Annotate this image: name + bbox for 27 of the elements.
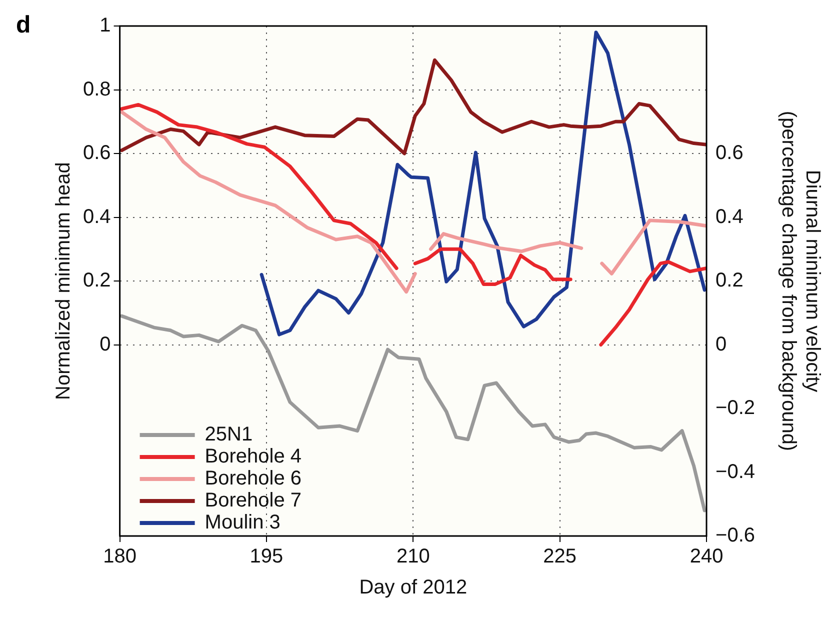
y-tick-label: 1 xyxy=(100,14,111,37)
legend-label: Borehole 7 xyxy=(204,490,302,512)
y-tick-label: 0.4 xyxy=(82,206,111,228)
legend-label: Borehole 4 xyxy=(204,446,302,468)
y2-tick-label: 0 xyxy=(716,333,727,356)
y-tick-label: 0.8 xyxy=(82,78,111,100)
x-tick-label: 195 xyxy=(250,546,284,568)
y2-tick-label: −0.2 xyxy=(716,397,755,420)
y-tick-label: 0.6 xyxy=(82,142,111,164)
y2-tick-label: −0.6 xyxy=(716,524,755,547)
legend-label: 25N1 xyxy=(204,424,253,446)
text: d xyxy=(16,12,31,39)
x-tick-label: 180 xyxy=(103,546,136,568)
legend-label: Moulin 3 xyxy=(204,512,280,534)
y-axis-title: Normalized minimum head xyxy=(52,162,75,400)
x-tick-label: 225 xyxy=(543,546,577,568)
y-tick-label: 0.2 xyxy=(82,270,111,292)
x-tick-label: 210 xyxy=(396,546,430,568)
legend-label: Borehole 6 xyxy=(204,468,302,490)
y2-tick-label: 0.2 xyxy=(716,270,744,292)
x-tick-label: 240 xyxy=(690,546,724,568)
y2-tick-label: −0.4 xyxy=(716,460,755,483)
y2-tick-label: 0.4 xyxy=(716,206,744,228)
y2-axis-title: Diurnal minimum velocity (percentage change from background) xyxy=(777,110,824,452)
y-tick-label: 0 xyxy=(100,333,111,356)
x-axis-title: Day of 2012 xyxy=(359,576,468,599)
y2-tick-label: 0.6 xyxy=(716,142,744,164)
